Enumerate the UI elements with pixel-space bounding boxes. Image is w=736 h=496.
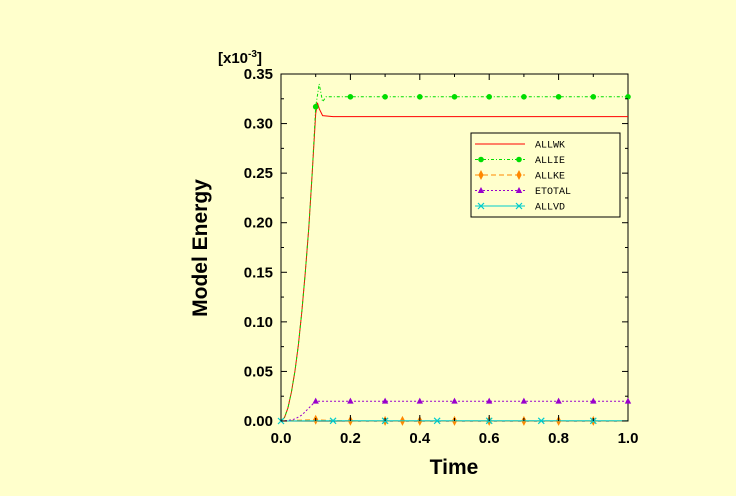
y-tick-label: 0.05: [244, 363, 273, 380]
legend-marker-allke: [478, 170, 484, 180]
plot-frame: [280, 73, 629, 422]
series-etotal-point: [416, 397, 423, 404]
x-axis-title: Time: [430, 456, 479, 479]
series-etotal-point: [451, 397, 458, 404]
series-allie-point: [521, 94, 527, 100]
x-tick-label: 0.8: [548, 430, 569, 447]
series-allvd-point: [329, 417, 337, 425]
legend-marker-allie: [516, 156, 522, 163]
series-allvd-point: [433, 417, 441, 425]
series-allvd-point: [537, 417, 545, 425]
series-allie-point: [625, 94, 631, 100]
series-allie-point: [486, 94, 493, 100]
series-allie-point: [451, 94, 458, 100]
y-tick-label: 0.10: [244, 314, 273, 331]
legend-marker-etotal: [477, 187, 485, 193]
legend-label-allvd: ALLVD: [535, 203, 565, 214]
y-tick-label: 0.25: [244, 165, 273, 182]
ticks-layer: 0.0 0.2 0.4 0.6 0.8 1.0 0.00 0.05 0.10 0.15 0.20 0.…: [244, 66, 639, 447]
series-allie-point: [555, 94, 562, 100]
y-axis-title: Model Energy: [189, 179, 212, 317]
x-tick-label: 0.0: [271, 430, 292, 447]
x-tick-label: 1.0: [618, 430, 639, 447]
legend-label-allwk: ALLWK: [535, 141, 565, 152]
y-tick-label: 0.00: [244, 413, 273, 430]
legend-marker-allvd: [477, 202, 485, 210]
series-etotal-point: [590, 397, 597, 404]
y-scale-label: [x10-3]: [218, 49, 262, 67]
series-etotal-point: [555, 397, 562, 404]
legend-marker-etotal: [515, 187, 523, 193]
series-allie-point: [382, 94, 388, 100]
legend-marker-allvd: [515, 202, 523, 210]
series-allie-point: [590, 94, 597, 100]
x-tick-label: 0.4: [409, 430, 431, 447]
y-tick-label: 0.30: [244, 116, 273, 133]
series-allie-point: [347, 94, 354, 100]
legend: ALLWK ALLIE ALLKE ETOTAL ALLVD: [470, 132, 621, 218]
y-tick-label: 0.35: [244, 66, 273, 83]
y-tick-label: 0.20: [244, 215, 273, 232]
legend-marker-allke: [516, 170, 522, 180]
legend-label-allke: ALLKE: [535, 172, 565, 183]
legend-label-allie: ALLIE: [535, 156, 565, 167]
series-etotal-line: [280, 400, 628, 422]
series-allie-line: [280, 83, 628, 422]
series-etotal-point: [312, 397, 319, 404]
legend-marker-allie: [478, 156, 484, 163]
x-tick-label: 0.2: [340, 430, 361, 447]
legend-label-etotal: ETOTAL: [535, 187, 571, 198]
series-etotal-point: [381, 397, 389, 404]
series-allie-point: [312, 103, 319, 110]
series-etotal-point: [520, 397, 528, 404]
series-etotal-point: [486, 397, 493, 404]
series-etotal-point: [624, 397, 632, 404]
series-etotal-point: [347, 397, 354, 404]
y-tick-label: 0.15: [244, 264, 273, 281]
series-allie-point: [417, 94, 423, 100]
x-tick-label: 0.6: [479, 430, 500, 447]
